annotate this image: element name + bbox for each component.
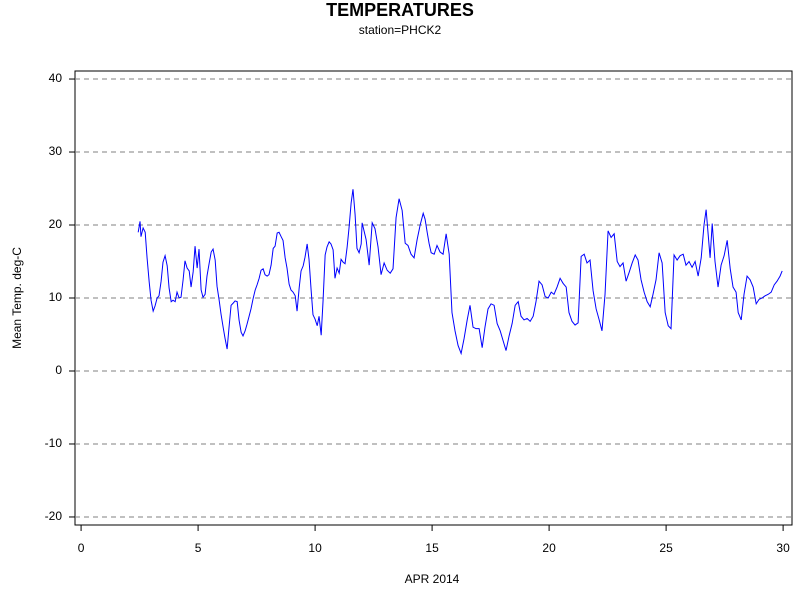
y-tick-label: 10	[49, 290, 63, 304]
x-tick-label: 5	[195, 541, 202, 555]
y-tick-label: 20	[49, 217, 63, 231]
y-tick-label: -20	[45, 509, 63, 523]
x-tick-label: 0	[78, 541, 85, 555]
y-tick-label: -10	[45, 436, 63, 450]
x-axis-label: APR 2014	[405, 572, 460, 586]
y-tick-label: 30	[49, 144, 63, 158]
line-series	[137, 189, 783, 356]
chart-title: TEMPERATURES	[326, 0, 474, 20]
chart-subtitle: station=PHCK2	[359, 23, 442, 37]
x-tick-label: 25	[659, 541, 673, 555]
y-axis-label: Mean Temp. deg-C	[10, 247, 24, 349]
x-tick-label: 20	[542, 541, 556, 555]
x-tick-label: 15	[425, 541, 439, 555]
x-tick-label: 10	[308, 541, 322, 555]
x-tick-label: 30	[776, 541, 790, 555]
y-tick-label: 0	[55, 363, 62, 377]
y-tick-label: 40	[49, 71, 63, 85]
